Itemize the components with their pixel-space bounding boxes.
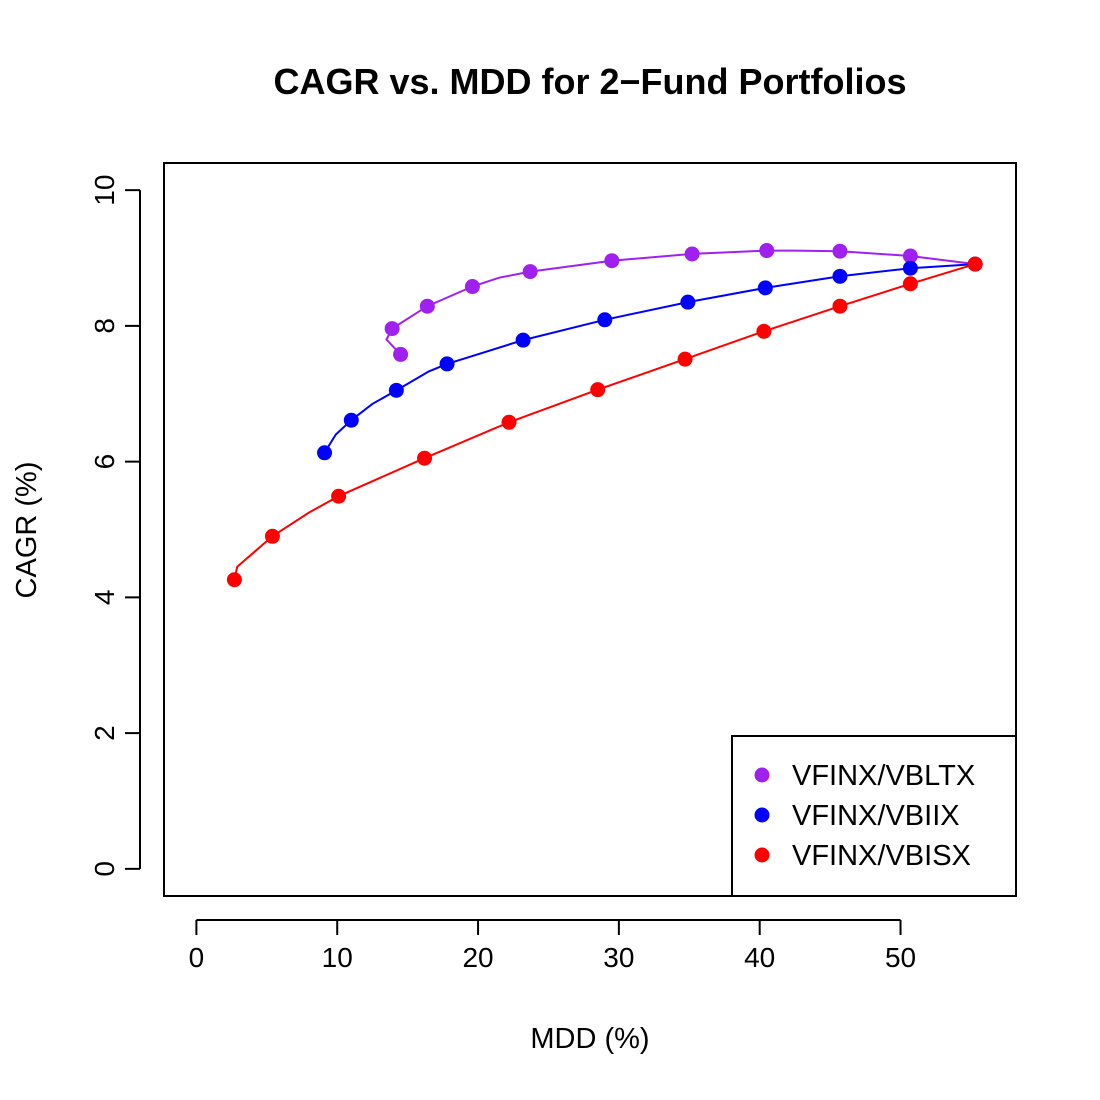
data-point [419,298,435,314]
data-point [501,414,517,430]
data-point [522,264,538,280]
x-tick-label: 0 [189,942,205,973]
data-point [597,312,613,328]
data-point [384,321,400,337]
data-point [604,253,620,269]
x-axis: 0 10 20 30 40 50 [189,919,916,973]
legend-label: VFINX/VBISX [792,840,971,872]
data-point [756,323,772,339]
y-tick-label: 0 [89,861,120,877]
data-point [902,248,918,264]
x-tick-label: 20 [462,942,493,973]
data-point [757,280,773,296]
y-tick-label: 6 [89,454,120,470]
y-tick-label: 4 [89,590,120,606]
data-point [832,298,848,314]
data-point [417,450,433,466]
y-tick-label: 2 [89,725,120,741]
data-point [393,346,409,362]
data-point [759,243,775,259]
data-point [515,332,531,348]
series-vfinx-vbltx [384,243,983,362]
x-tick-label: 40 [744,942,775,973]
legend-marker [754,807,770,823]
data-point [388,382,404,398]
data-point [590,382,606,398]
data-point [902,260,918,276]
data-point [832,243,848,259]
legend-marker [754,767,770,783]
legend-box [731,735,1017,897]
data-point [264,528,280,544]
y-tick-label: 10 [89,175,120,206]
y-axis-title: CAGR (%) [11,462,43,599]
data-point [331,488,347,504]
series-line [323,263,976,454]
legend-label: VFINX/VBIIX [792,800,960,832]
chart-title: CAGR vs. MDD for 2−Fund Portfolios [273,61,906,102]
legend-label: VFINX/VBLTX [792,760,975,792]
series-vfinx-vbisx [226,256,983,588]
data-point [832,268,848,284]
x-axis-title: MDD (%) [530,1023,649,1055]
x-tick-label: 10 [322,942,353,973]
data-point [439,356,455,372]
plot-frame [163,162,1017,897]
y-axis: 0 2 4 6 8 10 [89,175,141,877]
data-point [677,351,693,367]
x-tick-label: 50 [885,942,916,973]
data-point [684,246,700,262]
x-tick-label: 30 [603,942,634,973]
data-point [680,294,696,310]
series-vfinx-vbiix [317,256,983,461]
legend: VFINX/VBLTX VFINX/VBIIX VFINX/VBISX [731,735,1017,897]
data-point [226,572,242,588]
y-tick-label: 8 [89,318,120,334]
data-point [317,445,333,461]
data-point [902,276,918,292]
data-point [464,279,480,295]
series-layer [226,243,983,588]
data-point [343,412,359,428]
data-point [967,256,983,272]
legend-marker [754,847,770,863]
